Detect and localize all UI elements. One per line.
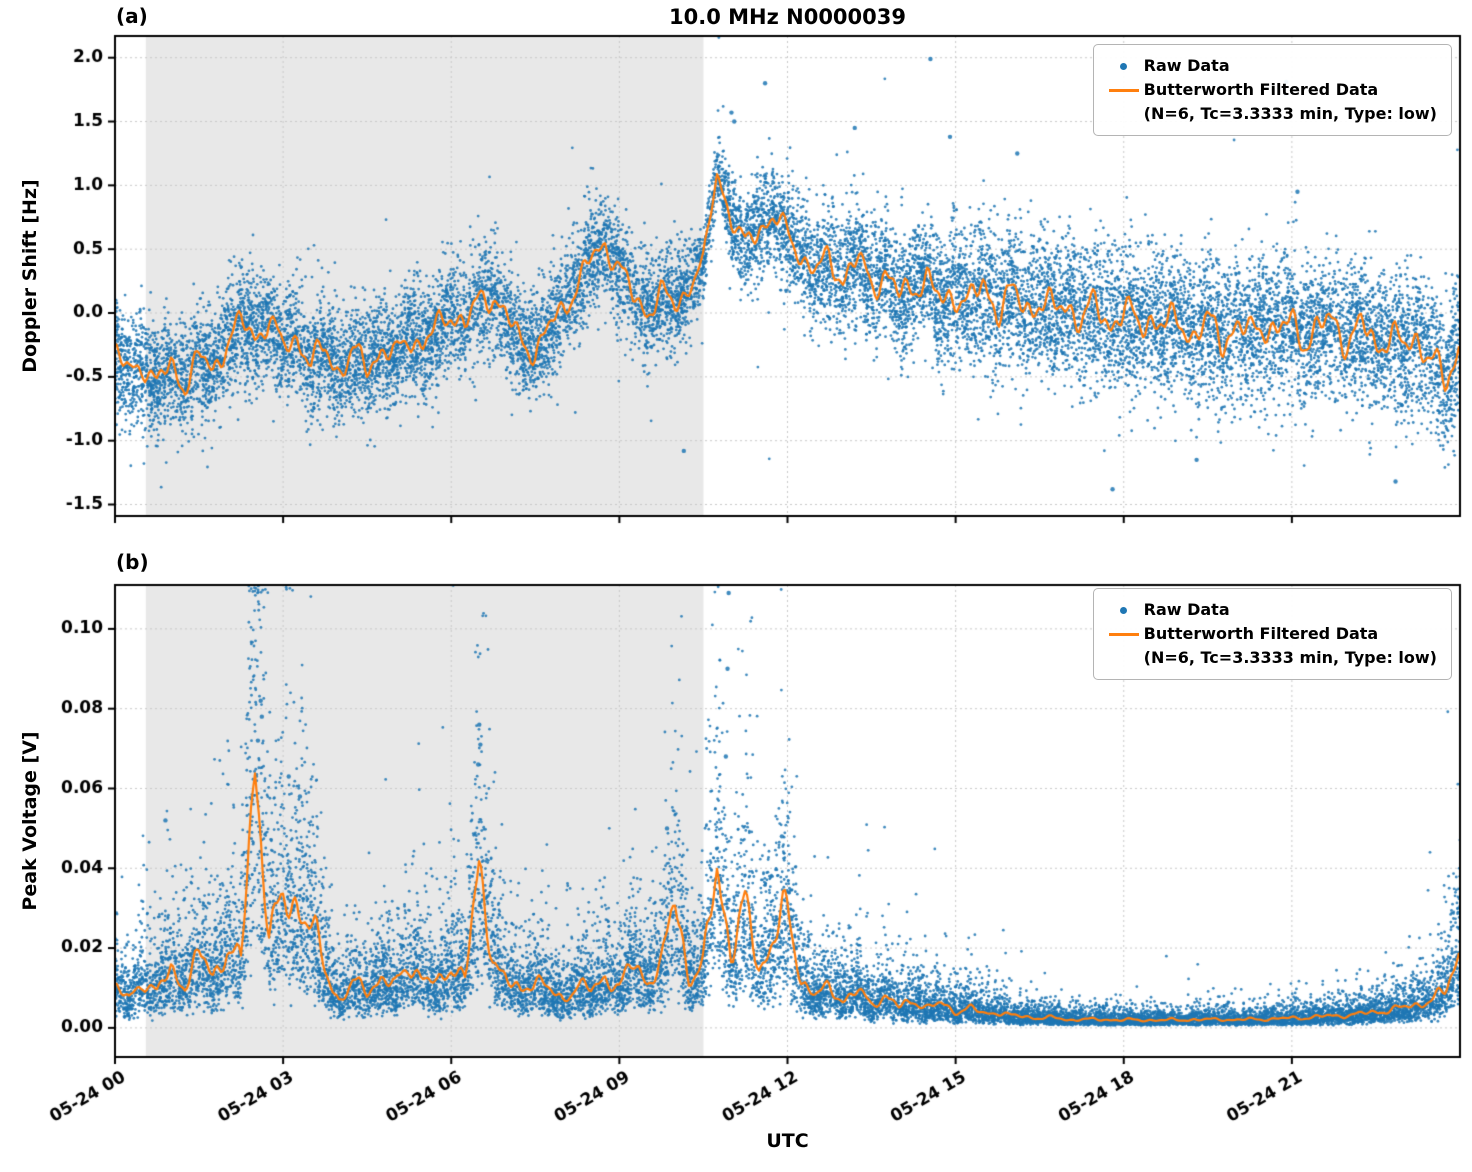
legend-filtered-block: Butterworth Filtered Data (N=6, Tc=3.333… [1144, 622, 1437, 670]
legend-entry-filtered: Butterworth Filtered Data (N=6, Tc=3.333… [1104, 78, 1437, 126]
legend-panel-a: Raw Data Butterworth Filtered Data (N=6,… [1092, 44, 1452, 136]
legend-panel-b: Raw Data Butterworth Filtered Data (N=6,… [1092, 588, 1452, 680]
filtered-line-icon [1104, 78, 1144, 102]
legend-entry-filtered: Butterworth Filtered Data (N=6, Tc=3.333… [1104, 622, 1437, 670]
panel-a-tag: (a) [116, 4, 148, 28]
raw-data-marker-icon [1104, 54, 1144, 78]
legend-filtered-label: Butterworth Filtered Data [1143, 624, 1379, 643]
panel-b-tag: (b) [116, 550, 149, 574]
legend-entry-raw: Raw Data [1104, 54, 1437, 78]
legend-filtered-sublabel: (N=6, Tc=3.3333 min, Type: low) [1143, 104, 1437, 123]
legend-entry-raw: Raw Data [1104, 598, 1437, 622]
legend-raw-label: Raw Data [1143, 56, 1230, 75]
x-axis-label: UTC [766, 1130, 809, 1152]
raw-data-marker-icon [1104, 598, 1144, 622]
legend-filtered-block: Butterworth Filtered Data (N=6, Tc=3.333… [1144, 78, 1437, 126]
legend-filtered-sublabel: (N=6, Tc=3.3333 min, Type: low) [1143, 648, 1437, 667]
filtered-line-icon [1104, 622, 1144, 646]
legend-filtered-label: Butterworth Filtered Data [1143, 80, 1379, 99]
y-axis-label-doppler: Doppler Shift [Hz] [19, 179, 41, 373]
legend-raw-label: Raw Data [1143, 600, 1230, 619]
chart-title: 10.0 MHz N0000039 [669, 5, 906, 29]
y-axis-label-voltage: Peak Voltage [V] [19, 731, 41, 911]
